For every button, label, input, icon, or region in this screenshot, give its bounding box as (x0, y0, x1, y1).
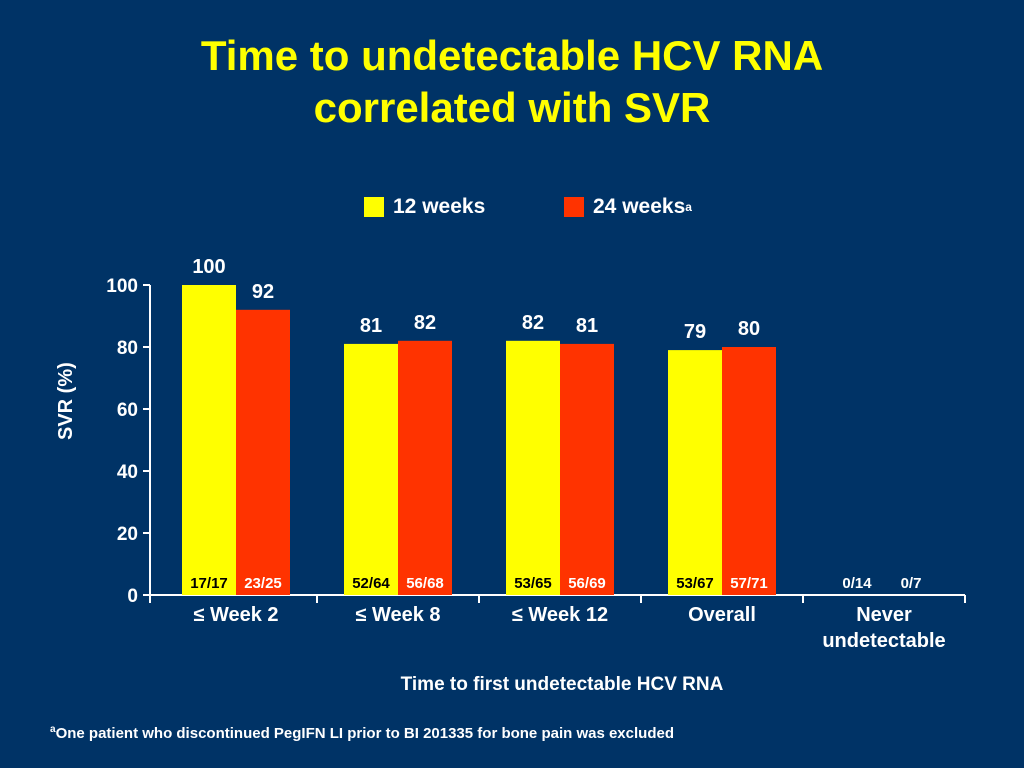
bar-count-label: 17/17 (190, 575, 228, 592)
legend-label-12-weeks: 12 weeks (393, 195, 486, 218)
y-tick-label: 0 (127, 586, 138, 607)
bar-12-weeks (506, 340, 560, 595)
x-category-label: ≤ Week 2 (193, 604, 278, 626)
slide-title: Time to undetectable HCV RNA correlated … (0, 30, 1024, 134)
bar-count-label: 53/67 (676, 575, 714, 592)
bar-24-weeks (560, 343, 614, 595)
bar-12-weeks (182, 285, 236, 595)
x-category-label: ≤ Week 8 (355, 604, 440, 626)
y-tick-label: 60 (117, 400, 138, 421)
bar-value-label: 92 (252, 281, 274, 303)
y-tick-label: 80 (117, 338, 138, 359)
y-tick-label: 100 (106, 276, 138, 297)
bar-value-label: 81 (576, 315, 598, 337)
x-axis-title: Time to first undetectable HCV RNA (401, 674, 724, 695)
legend-item-24-weeks: 24 weeks a (564, 195, 692, 219)
bar-value-label: 79 (684, 321, 706, 343)
legend-swatch-24-weeks (564, 197, 584, 217)
bar-value-label: 82 (522, 312, 544, 334)
footnote-marker: a (50, 724, 56, 735)
bar-24-weeks (398, 340, 452, 595)
bar-count-label: 0/7 (901, 575, 922, 592)
bar-value-label: 100 (192, 256, 225, 278)
bar-count-label: 0/14 (842, 575, 872, 592)
legend: 12 weeks 24 weeks a (0, 195, 1024, 219)
x-category-label: Never (856, 604, 912, 626)
bar-count-label: 56/68 (406, 575, 444, 592)
x-category-label: ≤ Week 12 (512, 604, 608, 626)
x-category-label: undetectable (822, 630, 945, 652)
legend-swatch-12-weeks (364, 197, 384, 217)
bar-value-label: 82 (414, 312, 436, 334)
bar-12-weeks (344, 343, 398, 595)
bar-count-label: 56/69 (568, 575, 606, 592)
title-line-1: Time to undetectable HCV RNA (200, 32, 824, 79)
y-tick-label: 40 (117, 462, 138, 483)
footnote-text: One patient who discontinued PegIFN LI p… (55, 725, 674, 742)
bar-value-label: 81 (360, 315, 382, 337)
title-line-2: correlated with SVR (313, 84, 711, 131)
bar-12-weeks (668, 350, 722, 595)
bar-24-weeks (236, 309, 290, 595)
y-tick-label: 20 (117, 524, 138, 545)
bar-count-label: 57/71 (730, 575, 768, 592)
bar-24-weeks (722, 347, 776, 595)
bar-value-label: 80 (738, 318, 760, 340)
x-category-label: Overall (688, 604, 756, 626)
bar-count-label: 23/25 (244, 575, 282, 592)
legend-item-12-weeks: 12 weeks (364, 195, 485, 219)
legend-superscript: a (685, 200, 692, 214)
footnote: aOne patient who discontinued PegIFN LI … (50, 724, 674, 742)
bar-count-label: 53/65 (514, 575, 552, 592)
legend-label-24-weeks: 24 weeks (593, 195, 686, 218)
bar-count-label: 52/64 (352, 575, 390, 592)
